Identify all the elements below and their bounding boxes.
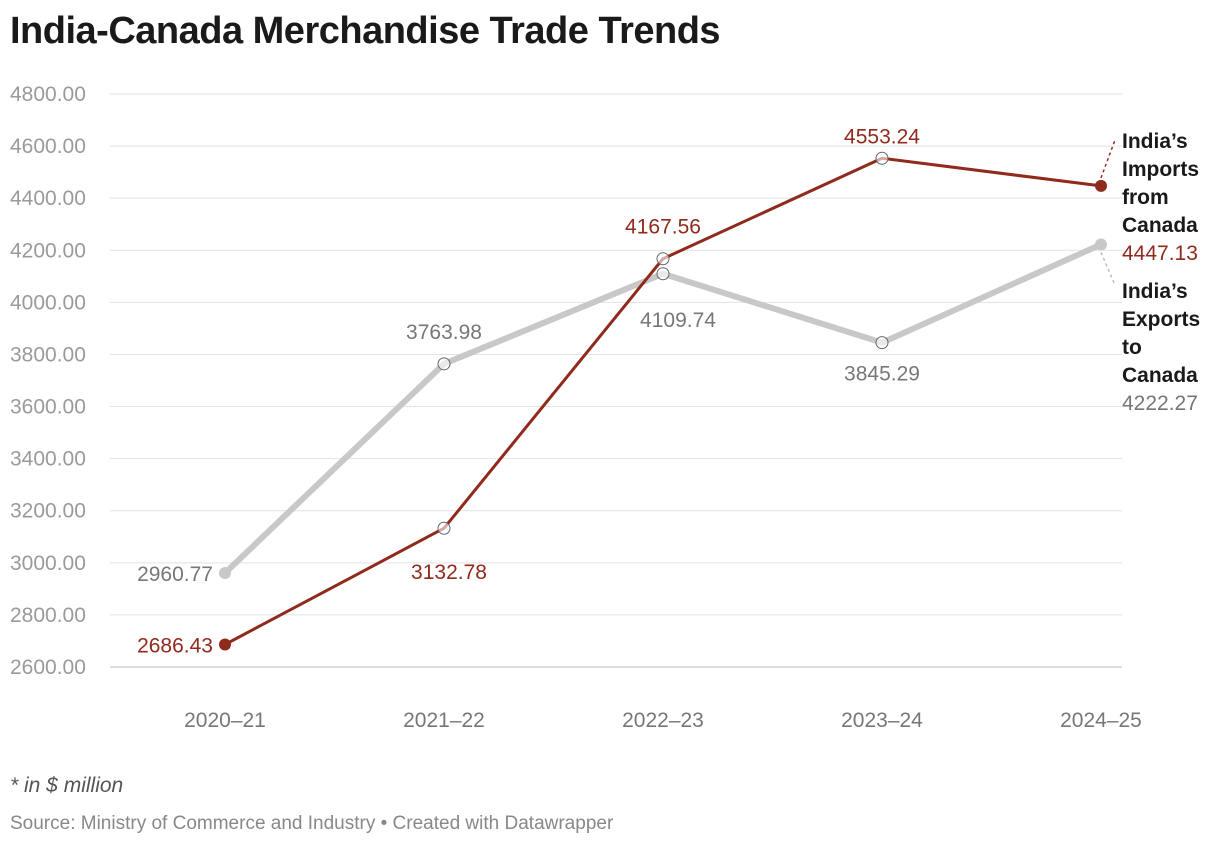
y-tick-label: 3800.00 <box>10 343 86 366</box>
data-point <box>1095 179 1107 192</box>
data-label: 2960.77 <box>137 563 213 586</box>
legend-imports-name: Canada <box>1122 214 1198 237</box>
data-point <box>656 252 670 266</box>
x-tick-label: 2022–23 <box>622 709 704 732</box>
data-point <box>437 521 451 535</box>
legend-imports-name: India’s <box>1122 130 1188 153</box>
y-tick-label: 3400.00 <box>10 448 86 471</box>
x-tick-label: 2020–21 <box>184 709 266 732</box>
data-point <box>875 151 889 165</box>
legend-exports-name: India’s <box>1122 280 1188 303</box>
chart-title: India-Canada Merchandise Trade Trends <box>10 10 721 52</box>
data-label: 3845.29 <box>844 363 920 386</box>
data-label: 4553.24 <box>844 125 920 148</box>
legend-imports-name: from <box>1122 186 1169 209</box>
legend-imports-name: Imports <box>1122 158 1199 181</box>
y-tick-label: 2600.00 <box>10 656 86 679</box>
unit-note: * in $ million <box>10 774 124 797</box>
y-tick-label: 3600.00 <box>10 396 86 419</box>
y-tick-label: 4400.00 <box>10 187 86 210</box>
data-point <box>219 638 231 651</box>
x-tick-label: 2024–25 <box>1060 709 1142 732</box>
data-label: 4447.13 <box>1122 242 1198 265</box>
data-point <box>437 357 451 371</box>
y-tick-label: 2800.00 <box>10 604 86 627</box>
y-tick-label: 3000.00 <box>10 552 86 575</box>
y-tick-label: 4800.00 <box>10 83 86 106</box>
legend-leader-exports <box>1100 252 1116 286</box>
data-label: 4222.27 <box>1122 392 1198 415</box>
legend-leader-imports <box>1100 139 1116 179</box>
series-line-exports <box>222 241 1103 576</box>
data-point <box>656 267 670 281</box>
data-point <box>219 567 231 580</box>
legend-exports-name: to <box>1122 336 1142 359</box>
y-tick-label: 4000.00 <box>10 291 86 314</box>
data-label: 4109.74 <box>640 309 716 332</box>
source-line: Source: Ministry of Commerce and Industr… <box>10 813 614 834</box>
data-label: 4167.56 <box>625 216 701 239</box>
x-tick-label: 2021–22 <box>403 709 485 732</box>
data-label: 3132.78 <box>411 561 487 584</box>
y-tick-label: 4200.00 <box>10 239 86 262</box>
data-label: 2686.43 <box>137 634 213 657</box>
y-tick-label: 4600.00 <box>10 135 86 158</box>
legend-exports-name: Exports <box>1122 308 1200 331</box>
legend-exports-name: Canada <box>1122 364 1198 387</box>
data-point <box>1095 238 1107 251</box>
data-label: 3763.98 <box>406 321 482 344</box>
y-tick-label: 3200.00 <box>10 500 86 523</box>
x-tick-label: 2023–24 <box>841 709 923 732</box>
data-point <box>875 336 889 350</box>
